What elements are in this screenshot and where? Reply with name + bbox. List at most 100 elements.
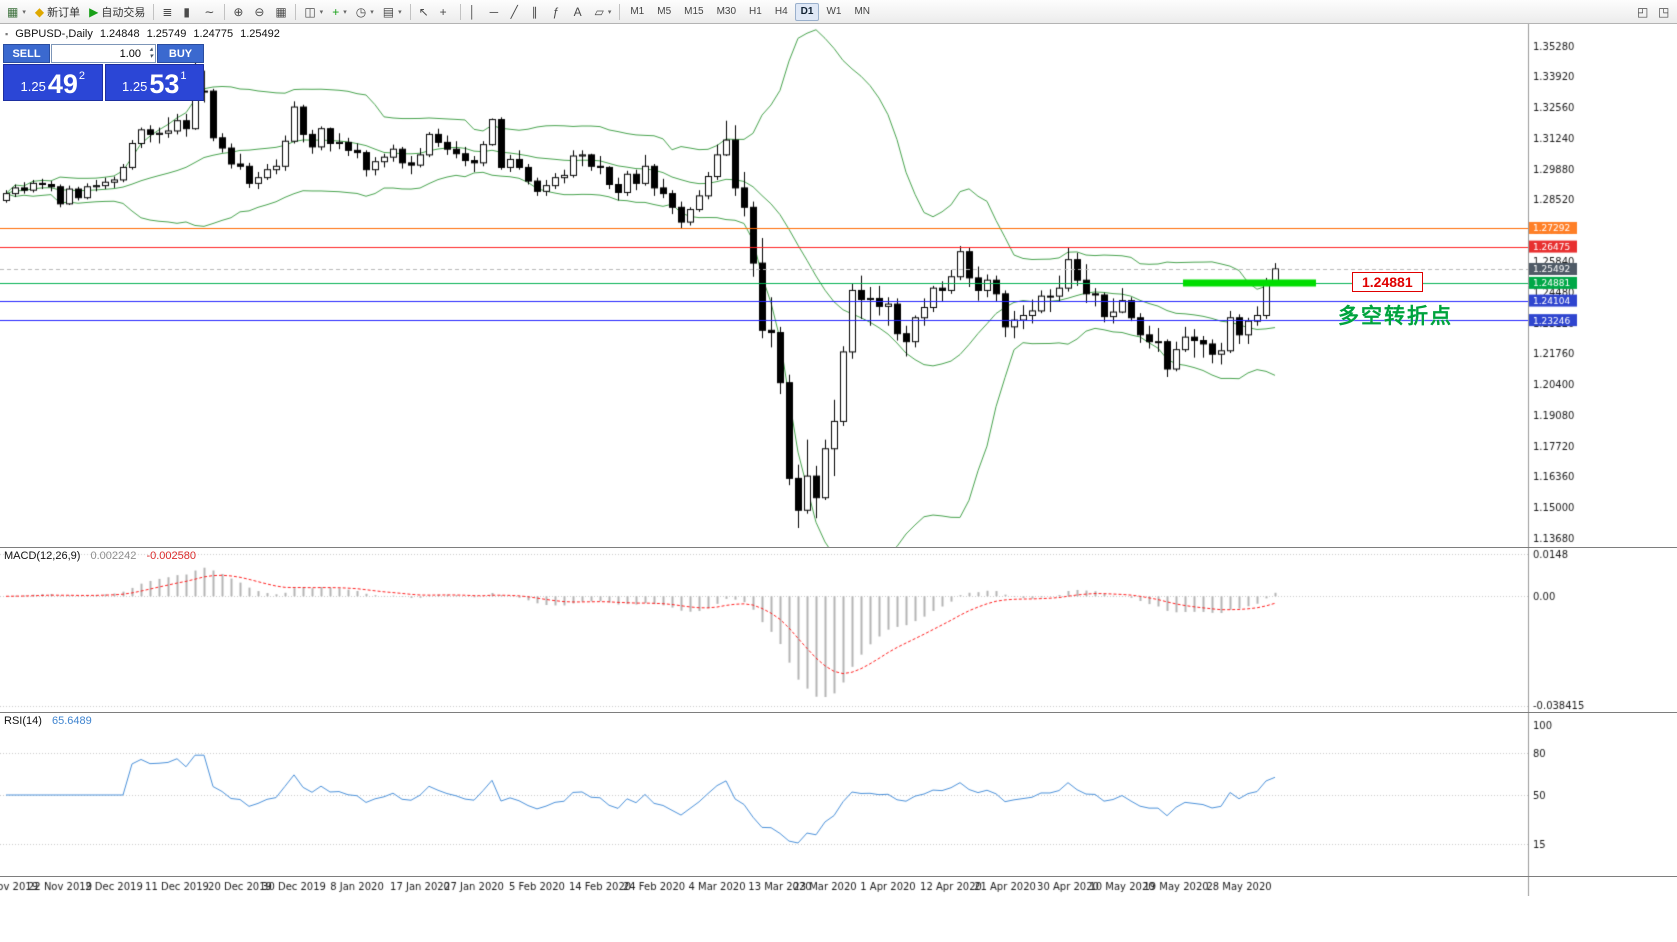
volume-value: 1.00 (119, 47, 141, 60)
text-tool-button[interactable]: A (570, 2, 590, 22)
templates-button[interactable]: ▤ ▾ (379, 2, 406, 22)
window-dock-left-button[interactable]: ◰ (1633, 2, 1653, 22)
new-order-label: 新订单 (47, 6, 81, 19)
window-dock-left-icon: ◰ (1637, 4, 1649, 19)
toolbar-separator (409, 3, 411, 20)
zoom-in-button[interactable]: ⊕ (229, 2, 249, 22)
new-order-icon: ◆ (34, 4, 45, 19)
tf-d1[interactable]: D1 (794, 2, 820, 21)
rsi-value: 65.6489 (51, 715, 92, 727)
channel-tool-icon: ∥ (531, 4, 538, 19)
zoom-out-button[interactable]: ⊖ (250, 2, 270, 22)
window-dock-right-button[interactable]: ◳ (1654, 2, 1674, 22)
crosshair-tool-button[interactable]: + (436, 2, 456, 22)
buy-button[interactable]: BUY (157, 44, 204, 63)
macd-value-signal: -0.002580 (146, 550, 196, 562)
sell-price-box[interactable]: 1.25 49 2 (3, 64, 103, 101)
rsi-label: RSI(14) 65.6489 (4, 715, 92, 727)
auto-trading-button[interactable]: ▶ 自动交易 (85, 2, 149, 22)
macd-canvas[interactable] (0, 548, 1677, 713)
tf-m5-label: M5 (657, 6, 672, 17)
text-tool-icon: A (573, 4, 582, 19)
price-level-label[interactable]: 1.24881 (1352, 272, 1423, 292)
tf-m30[interactable]: M30 (711, 3, 742, 21)
indicators-caret-icon: ▾ (343, 8, 347, 16)
symbol-info: ▪ GBPUSD-,Daily 1.24848 1.25749 1.24775 … (5, 28, 280, 40)
tf-w1-label: W1 (826, 6, 842, 17)
new-order-button[interactable]: ◆ 新订单 (31, 2, 84, 22)
sell-price-point: 2 (78, 70, 85, 82)
channel-tool-button[interactable]: ∥ (528, 2, 548, 22)
tf-mn[interactable]: MN (848, 3, 876, 21)
ohlc-high: 1.25749 (146, 28, 187, 40)
line-mode-button[interactable]: ∼ (200, 2, 220, 22)
tf-m1[interactable]: M1 (624, 3, 650, 21)
shapes-tool-icon: ▱ (594, 4, 604, 19)
tf-m5[interactable]: M5 (651, 3, 677, 21)
tf-m30-label: M30 (716, 6, 737, 17)
volume-input[interactable]: 1.00 ▴ ▾ (51, 44, 156, 63)
new-chart-icon: ▦ (7, 4, 19, 19)
candlesticks-mode-button[interactable]: ▮ (179, 2, 199, 22)
macd-name: MACD(12,26,9) (4, 550, 81, 562)
rsi-panel: RSI(14) 65.6489 (0, 712, 1677, 877)
rsi-canvas[interactable] (0, 713, 1677, 877)
vertical-line-tool-button[interactable]: │ (465, 2, 485, 22)
tf-h1-label: H1 (749, 6, 762, 17)
bars-mode-button[interactable]: ≣ (158, 2, 178, 22)
sell-price-main: 1.25 (20, 79, 46, 94)
tf-m15[interactable]: M15 (678, 3, 709, 21)
periods-caret-icon: ▾ (370, 8, 374, 16)
volume-spinner[interactable]: ▴ ▾ (149, 46, 153, 60)
fibonacci-tool-button[interactable]: ƒ (549, 2, 569, 22)
tf-m15-label: M15 (684, 6, 704, 17)
toolbar-separator (224, 3, 226, 20)
templates-icon: ▤ (382, 4, 395, 19)
indicators-button[interactable]: + ▾ (328, 2, 351, 22)
sell-price-pips: 49 (47, 69, 78, 99)
buy-price-main: 1.25 (122, 79, 148, 94)
window-dock-right-icon: ◳ (1658, 4, 1670, 19)
spin-down-icon[interactable]: ▾ (149, 53, 153, 60)
chart-symbol-icon: ▪ (5, 29, 9, 39)
spin-up-icon[interactable]: ▴ (149, 46, 153, 53)
horizontal-line-tool-button[interactable]: ─ (486, 2, 506, 22)
ohlc-low: 1.24775 (193, 28, 234, 40)
profiles-button[interactable]: ◫ ▾ (300, 2, 327, 22)
tile-windows-button[interactable]: ▦ (271, 2, 291, 22)
cursor-tool-icon: ↖ (418, 4, 429, 19)
tf-mn-label: MN (854, 6, 870, 17)
auto-trading-label: 自动交易 (101, 6, 146, 19)
tf-h4[interactable]: H4 (769, 3, 794, 21)
sell-button[interactable]: SELL (3, 44, 50, 63)
crosshair-tool-icon: + (439, 4, 447, 19)
turning-point-note[interactable]: 多空转折点 (1338, 305, 1453, 328)
tf-m1-label: M1 (630, 6, 645, 17)
time-axis[interactable] (0, 876, 1677, 897)
toolbar-separator (295, 3, 297, 20)
cursor-tool-button[interactable]: ↖ (415, 2, 435, 22)
trendline-tool-icon: ╱ (510, 4, 518, 19)
horizontal-line-tool-icon: ─ (489, 4, 499, 19)
buy-price-box[interactable]: 1.25 53 1 (104, 64, 204, 101)
line-mode-icon: ∼ (204, 4, 215, 19)
new-chart-button[interactable]: ▦ ▾ (3, 2, 30, 22)
price-chart-canvas[interactable] (0, 24, 1677, 547)
tf-w1[interactable]: W1 (820, 3, 847, 21)
time-axis-canvas[interactable] (0, 877, 1677, 897)
tf-h4-label: H4 (774, 6, 788, 17)
price-chart-panel: ▪ GBPUSD-,Daily 1.24848 1.25749 1.24775 … (0, 24, 1677, 547)
profiles-icon: ◫ (304, 4, 316, 19)
workspace-filler (0, 896, 1677, 942)
profiles-caret-icon: ▾ (319, 8, 324, 16)
trendline-tool-button[interactable]: ╱ (507, 2, 527, 22)
macd-panel: MACD(12,26,9) 0.002242 -0.002580 (0, 547, 1677, 713)
templates-caret-icon: ▾ (398, 8, 402, 16)
tf-h1[interactable]: H1 (743, 3, 768, 21)
top-toolbar: ▦ ▾ ◆ 新订单 ▶ 自动交易 ≣ ▮ ∼ ⊕ ⊖ ▦ ◫ ▾ + ▾ ◷ ▾ ▤ ▾ ↖ + │ ─ ╱ ∥ ƒ A ▱ ▾ M1 M5 M… (0, 0, 1677, 24)
periods-button[interactable]: ◷ ▾ (352, 2, 378, 22)
fibonacci-tool-icon: ƒ (552, 4, 560, 19)
zoom-in-icon: ⊕ (233, 4, 244, 19)
symbol-name: GBPUSD-,Daily (15, 28, 93, 40)
shapes-tool-button[interactable]: ▱ ▾ (591, 2, 616, 22)
